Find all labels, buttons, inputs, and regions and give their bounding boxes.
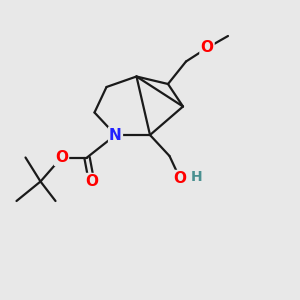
Text: O: O [85,174,98,189]
Text: O: O [55,150,68,165]
Text: N: N [109,128,122,142]
Text: O: O [200,40,214,56]
Text: O: O [173,171,187,186]
Text: H: H [191,170,202,184]
